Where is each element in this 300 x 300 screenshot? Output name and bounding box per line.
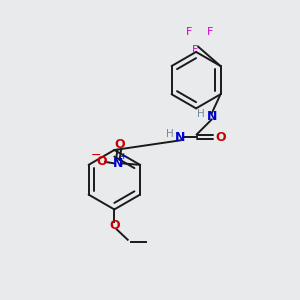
Text: N: N xyxy=(175,131,186,144)
Text: O: O xyxy=(215,131,226,144)
Text: −: − xyxy=(91,149,101,162)
Text: +: + xyxy=(119,152,127,161)
Text: O: O xyxy=(114,138,124,151)
Text: O: O xyxy=(96,155,107,168)
Text: H: H xyxy=(197,109,205,118)
Text: N: N xyxy=(112,157,123,170)
Text: F: F xyxy=(207,27,213,37)
Text: H: H xyxy=(166,129,174,140)
Text: F: F xyxy=(192,45,198,55)
Text: O: O xyxy=(109,219,120,232)
Text: F: F xyxy=(186,27,193,37)
Text: N: N xyxy=(206,110,217,123)
